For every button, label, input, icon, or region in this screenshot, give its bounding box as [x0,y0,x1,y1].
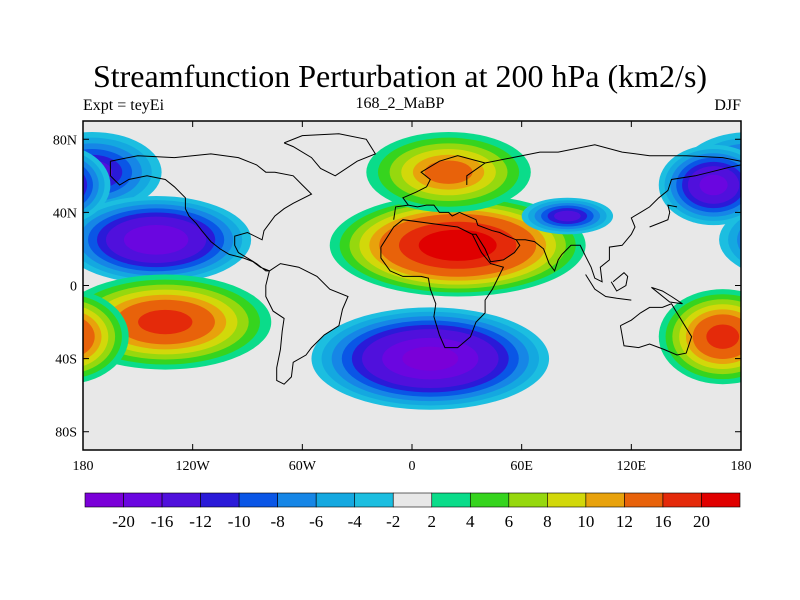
colorbar-swatch [431,492,471,508]
field-feature [48,289,741,385]
colorbar-label: 12 [616,512,633,531]
map-area [30,121,800,450]
subtitle-right: DJF [714,97,741,114]
coastline [408,204,460,217]
colorbar-swatch [238,492,278,508]
chart-title: Streamfunction Perturbation at 200 hPa (… [92,58,708,94]
coastline [265,263,349,385]
colorbar-swatch [392,492,433,508]
colorbar-swatch [315,492,356,508]
colorbar-label: 6 [505,512,514,531]
contour-band [762,295,800,350]
y-tick-label: 40N [53,206,77,221]
coastline [649,204,678,228]
colorbar-swatch [585,492,625,508]
colorbar-label: -20 [112,512,135,531]
coastline [109,153,313,272]
colorbar-label: 8 [543,512,552,531]
field-feature [30,144,741,226]
contour-band [48,325,81,349]
colorbar-swatch [200,492,240,508]
contour-band [751,290,800,355]
contour-band [796,310,800,334]
colorbar-swatch [624,492,664,508]
colorbar-label: -4 [348,512,363,531]
y-tick-label: 40S [55,353,77,368]
x-tick-label: 180 [731,459,752,474]
colorbar-swatch [508,492,548,508]
y-tick-label: 80S [55,426,77,441]
x-tick-label: 120E [617,459,647,474]
contour-band [138,309,193,335]
coastline [472,233,521,263]
field-feature [329,194,586,297]
colorbar-swatch [277,492,317,508]
y-tick-label: 80N [53,133,77,148]
contour-band [83,173,88,197]
contour-band [699,174,728,196]
x-tick-label: 60W [289,459,317,474]
contour-band [755,213,800,268]
coastline [610,272,629,292]
colorbar-label: 4 [466,512,475,531]
contour-band [123,224,189,255]
x-tick-label: 0 [409,459,416,474]
colorbar-label: 10 [577,512,594,531]
coastline [393,144,741,220]
contour-band [554,210,581,222]
x-tick-label: 120W [176,459,211,474]
coastline [283,133,377,177]
colorbar-label: -16 [151,512,174,531]
colorbar-swatch [469,492,510,508]
colorbar-label: 2 [428,512,437,531]
coastline [380,219,505,349]
colorbar-label: -10 [228,512,251,531]
colorbar-label: -6 [309,512,323,531]
colorbar-swatch [123,492,163,508]
coastline [466,162,486,185]
contour-band [42,175,70,196]
contour-band [83,166,93,204]
field-feature [521,197,614,235]
contour-band [728,218,741,261]
colorbar-label: 20 [693,512,710,531]
field-feature [311,307,550,410]
x-tick-label: 60E [510,459,533,474]
contour-band [83,319,95,355]
colorbar-swatch [701,492,741,508]
contour-band [737,228,741,252]
contour-band [424,160,473,184]
colorbar-swatch [84,492,124,508]
contour-band [402,346,459,371]
colorbar-swatch [662,492,702,508]
subtitle-center: 168_2_MaBP [355,95,445,112]
contour-band [782,225,800,255]
coastline [651,286,683,305]
coastline [619,303,693,356]
axis-ticks: 180 120W 60W 0 60E 120E 180 80N 40N 0 40S 80S [53,121,752,474]
contour-band [764,217,800,263]
coastlines [109,133,741,385]
colorbar-label: -8 [271,512,285,531]
contour-band [774,300,800,345]
coastline [459,164,741,283]
subtitle-left: Expt = teyEi [83,97,165,114]
colorbar-label: -12 [189,512,212,531]
colorbar-swatch [354,492,394,508]
colorbar: -20 -16 -12 -10 -8 -6 -4 -2 2 4 6 8 10 12 16 20 [84,492,741,531]
x-tick-label: 180 [73,459,94,474]
coastline [585,274,632,301]
contour-band [30,166,81,204]
colorbar-label: 16 [654,512,671,531]
colorbar-label: -2 [386,512,400,531]
contour-band [746,208,800,271]
colorbar-swatch [547,492,587,508]
y-tick-label: 0 [70,280,77,295]
field-feature [83,195,800,284]
contour-band [706,324,740,349]
contour-band [418,229,497,261]
contour-band [739,315,741,329]
colorbar-swatch [161,492,201,508]
